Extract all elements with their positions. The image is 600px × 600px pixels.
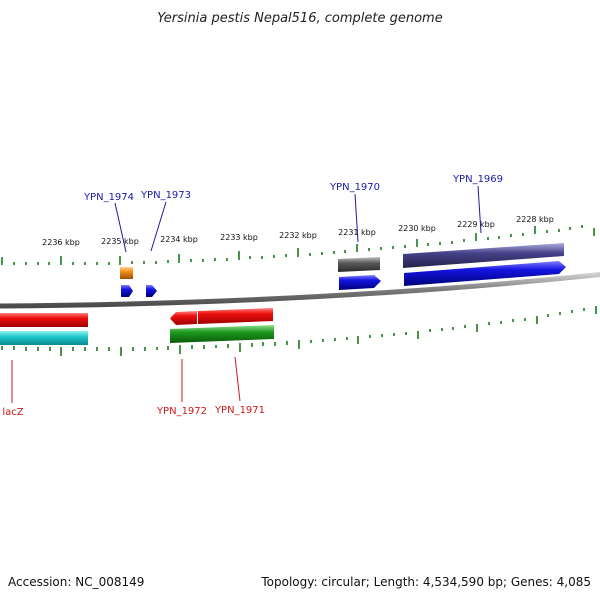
gene-arrow-blue-large[interactable] (404, 261, 566, 286)
gene-arrow-ypn1973[interactable] (146, 285, 157, 297)
gene-cyan[interactable] (0, 331, 88, 345)
gene-orange[interactable] (120, 267, 133, 279)
gene-red-ypn1971[interactable] (198, 308, 273, 324)
gene-label-ypn1971[interactable]: YPN_1971 (214, 405, 265, 416)
gene-label-ypn1970[interactable]: YPN_1970 (329, 182, 380, 193)
gene-arrow-ypn1974[interactable] (121, 285, 133, 297)
gene-label-ypn1973[interactable]: YPN_1973 (140, 190, 191, 201)
genome-backbone (0, 272, 600, 309)
top-tick-track (1, 225, 595, 265)
top-strand-genes (120, 243, 566, 297)
scale-label: 2234 kbp (160, 235, 198, 244)
gene-label-ypn1969[interactable]: YPN_1969 (452, 174, 503, 185)
bottom-strand-genes (0, 308, 274, 345)
map-title: Yersinia pestis Nepal516, complete genom… (157, 11, 442, 26)
scale-label: 2233 kbp (220, 233, 258, 242)
gene-labels-top: YPN_1974 YPN_1973 YPN_1970 YPN_1969 (83, 174, 503, 203)
leader-line-ypn1970 (354, 193, 359, 243)
gene-purple-ypn1969[interactable] (403, 243, 564, 268)
gene-green[interactable] (170, 325, 274, 343)
gene-label-ypn1972[interactable]: YPN_1972 (156, 406, 207, 417)
gene-gray[interactable] (338, 257, 380, 272)
accession-text: Accession: NC_008149 (8, 575, 144, 589)
gene-red-lacz[interactable] (0, 313, 88, 327)
gene-label-lacz[interactable]: lacZ (2, 407, 23, 418)
gene-labels-bottom: lacZ YPN_1972 YPN_1971 (2, 405, 265, 418)
scale-label: 2229 kbp (457, 220, 495, 229)
gene-arrow-ypn1972[interactable] (170, 311, 197, 325)
leader-line-ypn1974 (114, 202, 127, 253)
scale-label: 2230 kbp (398, 224, 436, 233)
leader-line-ypn1971 (234, 356, 241, 402)
scale-label: 2232 kbp (279, 231, 317, 240)
leader-line-ypn1969 (477, 185, 482, 234)
scale-label: 2235 kbp (101, 237, 139, 246)
topology-text: Topology: circular; Length: 4,534,590 bp… (260, 575, 591, 589)
leader-line-ypn1973 (150, 201, 167, 252)
leader-lines (11, 185, 482, 403)
scale-label: 2236 kbp (42, 238, 80, 247)
scale-label: 2228 kbp (516, 215, 554, 224)
gene-arrow-ypn1970[interactable] (339, 275, 381, 290)
bottom-tick-track (1, 306, 597, 356)
gene-label-ypn1974[interactable]: YPN_1974 (83, 192, 134, 203)
